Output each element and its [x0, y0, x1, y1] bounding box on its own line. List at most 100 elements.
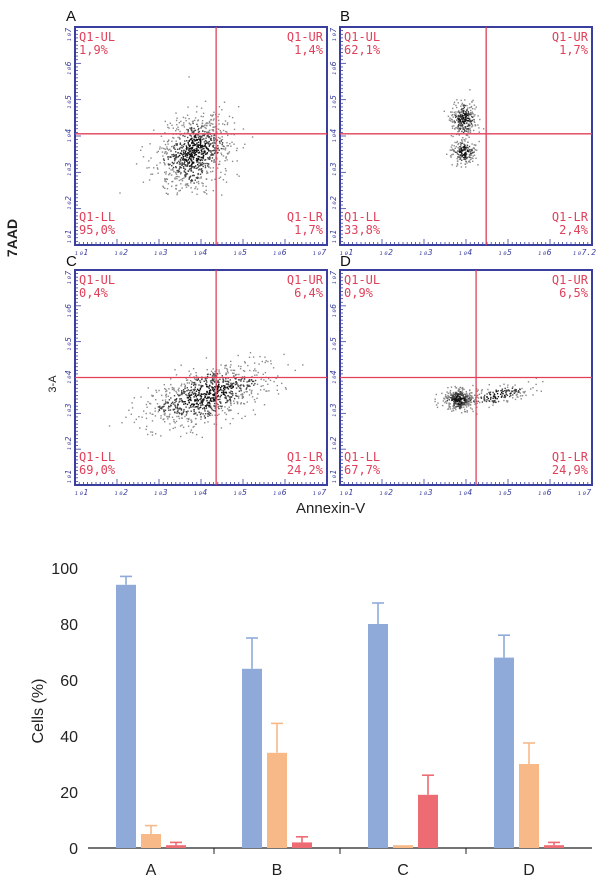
flow-event	[201, 170, 204, 172]
flow-event	[193, 167, 195, 169]
flow-event	[500, 396, 503, 398]
flow-event	[212, 130, 215, 132]
flow-event	[164, 164, 166, 166]
flow-event	[455, 391, 457, 394]
flow-event	[178, 417, 181, 420]
flow-event	[166, 178, 168, 181]
flow-event	[457, 142, 460, 145]
flow-event	[243, 385, 245, 387]
flow-event	[191, 129, 193, 131]
flow-event	[466, 397, 468, 399]
flow-event	[196, 402, 198, 405]
flow-event	[187, 389, 189, 391]
flow-event	[172, 166, 175, 169]
flow-event	[180, 146, 182, 149]
flow-event	[459, 396, 461, 399]
flow-event	[188, 162, 190, 164]
flow-event	[172, 169, 174, 171]
flow-event	[522, 391, 524, 393]
flow-event	[256, 397, 258, 399]
flow-event	[201, 164, 203, 166]
flow-event	[222, 381, 224, 383]
flow-event	[146, 167, 148, 169]
flow-event	[193, 389, 195, 392]
flow-event	[455, 393, 457, 396]
flow-event	[460, 111, 463, 113]
flow-event	[195, 111, 198, 113]
flow-event	[170, 404, 172, 406]
flow-event	[225, 170, 227, 172]
flow-event	[169, 148, 171, 150]
flow-x-tick-label: ₁₀4	[458, 488, 473, 497]
flow-event	[222, 393, 224, 395]
flow-event	[189, 405, 192, 407]
flow-event	[463, 110, 465, 112]
flow-event	[227, 388, 230, 390]
flow-event	[260, 385, 262, 387]
flow-event	[180, 178, 182, 181]
flow-event	[455, 104, 457, 107]
flow-event	[169, 122, 171, 124]
flow-event	[461, 103, 463, 106]
flow-event	[229, 400, 232, 402]
flow-event	[225, 373, 227, 375]
flow-event	[197, 158, 199, 160]
flow-event	[163, 161, 165, 164]
flow-event	[210, 382, 212, 384]
quadrant-ll-value: 69,0%	[79, 463, 116, 477]
flow-event	[191, 180, 194, 182]
flow-x-tick-label: ₁₀6	[537, 248, 552, 257]
flow-event	[452, 408, 454, 410]
flow-y-tick-label: ₁₀7	[329, 28, 338, 43]
flow-event	[217, 395, 219, 398]
flow-event	[226, 159, 228, 161]
flow-event	[219, 401, 221, 403]
flow-event	[217, 128, 220, 130]
flow-event	[456, 405, 458, 408]
flow-event	[224, 160, 226, 162]
flow-event	[239, 368, 242, 370]
flow-event	[450, 111, 452, 113]
flow-event	[176, 405, 179, 407]
quadrant-ll-label: Q1-LL	[79, 450, 115, 464]
flow-event	[465, 148, 467, 150]
bar-a-series-2	[141, 834, 161, 848]
flow-event	[178, 412, 181, 415]
flow-event	[228, 151, 231, 153]
flow-event	[183, 158, 185, 161]
bar-a-series-3	[166, 845, 186, 848]
flow-event	[205, 383, 207, 385]
flow-event	[466, 144, 469, 146]
flow-event	[181, 163, 184, 165]
flow-y-tick-label: ₁₀3	[329, 162, 338, 177]
flow-event	[224, 168, 227, 170]
flow-event	[200, 397, 202, 400]
flow-event	[158, 407, 161, 409]
flow-event	[184, 117, 187, 119]
flow-event	[264, 371, 267, 374]
bar-c-series-3	[418, 794, 438, 848]
flow-event	[459, 401, 462, 403]
flow-event	[213, 118, 215, 120]
quadrant-lr-label: Q1-LR	[287, 450, 324, 464]
flow-event	[183, 153, 185, 155]
flow-event	[200, 416, 202, 418]
flow-event	[458, 127, 461, 129]
flow-event	[226, 370, 229, 373]
flow-event	[214, 151, 217, 153]
flow-event	[198, 156, 201, 158]
flow-event	[464, 126, 466, 128]
flow-event	[477, 397, 480, 399]
flow-y-tick-label: ₁₀7	[329, 271, 338, 286]
flow-event	[469, 131, 472, 133]
flow-event	[179, 173, 182, 175]
flow-event	[501, 392, 503, 394]
flow-event	[252, 409, 255, 411]
flow-event	[461, 124, 463, 126]
flow-event	[149, 402, 151, 405]
flow-event	[208, 393, 211, 395]
flow-event	[226, 131, 228, 133]
y-tick-label: 100	[51, 561, 78, 578]
flow-event	[190, 126, 193, 129]
flow-event	[168, 149, 170, 151]
